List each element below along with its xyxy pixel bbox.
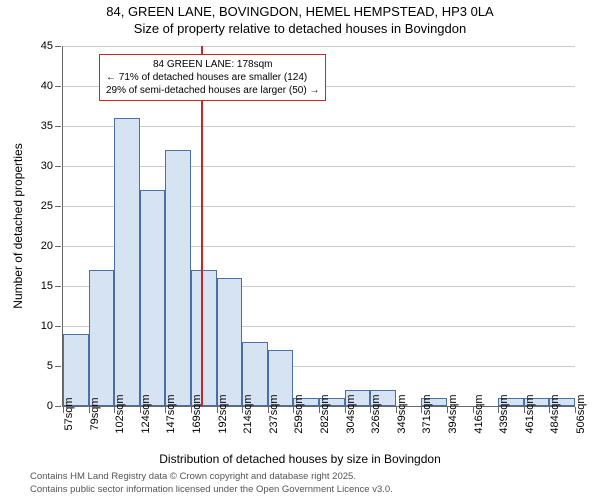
x-axis-label: Distribution of detached houses by size …	[0, 452, 600, 466]
chart-footer: Contains HM Land Registry data © Crown c…	[30, 471, 393, 496]
gridline	[63, 126, 575, 127]
histogram-bar	[165, 150, 191, 406]
plot-area: 05101520253035404557sqm79sqm102sqm124sqm…	[62, 46, 575, 407]
x-tick-label: 326sqm	[370, 394, 382, 433]
histogram-bar	[114, 118, 140, 406]
x-tick-label: 237sqm	[268, 394, 280, 433]
histogram-bar	[191, 270, 217, 406]
gridline	[63, 166, 575, 167]
x-tick-label: 506sqm	[575, 394, 587, 433]
x-tick-label: 214sqm	[242, 394, 254, 433]
x-tick-label: 282sqm	[319, 394, 331, 433]
y-tick	[55, 366, 61, 367]
x-tick-label: 102sqm	[114, 394, 126, 433]
y-tick-label: 40	[41, 80, 53, 92]
y-tick-label: 10	[41, 320, 53, 332]
y-tick	[55, 206, 61, 207]
x-tick-label: 439sqm	[498, 394, 510, 433]
x-tick-label: 416sqm	[473, 394, 485, 433]
y-tick-label: 25	[41, 200, 53, 212]
x-tick-label: 57sqm	[63, 397, 75, 430]
histogram-bar	[217, 278, 243, 406]
annotation-line-3: 29% of semi-detached houses are larger (…	[106, 84, 319, 97]
annotation-box: 84 GREEN LANE: 178sqm ← 71% of detached …	[99, 54, 326, 101]
footer-line-1: Contains HM Land Registry data © Crown c…	[30, 471, 393, 483]
y-tick	[55, 166, 61, 167]
y-tick-label: 30	[41, 160, 53, 172]
chart-titles: 84, GREEN LANE, BOVINGDON, HEMEL HEMPSTE…	[0, 4, 600, 38]
y-tick	[55, 86, 61, 87]
y-tick	[55, 46, 61, 47]
y-tick	[55, 126, 61, 127]
footer-line-2: Contains public sector information licen…	[30, 484, 393, 496]
y-tick-label: 15	[41, 280, 53, 292]
x-tick-label: 124sqm	[140, 394, 152, 433]
x-tick-label: 349sqm	[396, 394, 408, 433]
x-tick-label: 147sqm	[165, 394, 177, 433]
y-tick	[55, 326, 61, 327]
histogram-bar	[63, 334, 89, 406]
y-tick-label: 20	[41, 240, 53, 252]
x-tick-label: 394sqm	[447, 394, 459, 433]
histogram-chart: 84, GREEN LANE, BOVINGDON, HEMEL HEMPSTE…	[0, 0, 600, 500]
y-tick	[55, 246, 61, 247]
annotation-line-2: ← 71% of detached houses are smaller (12…	[106, 71, 319, 84]
histogram-bar	[89, 270, 115, 406]
y-axis-label: Number of detached properties	[11, 143, 25, 308]
x-tick-label: 484sqm	[549, 394, 561, 433]
x-tick-label: 304sqm	[345, 394, 357, 433]
y-tick	[55, 286, 61, 287]
histogram-bar	[140, 190, 166, 406]
x-tick-label: 259sqm	[293, 394, 305, 433]
title-line-1: 84, GREEN LANE, BOVINGDON, HEMEL HEMPSTE…	[0, 4, 600, 21]
annotation-line-1: 84 GREEN LANE: 178sqm	[106, 58, 319, 71]
title-line-2: Size of property relative to detached ho…	[0, 21, 600, 38]
gridline	[63, 46, 575, 47]
x-tick-label: 371sqm	[421, 394, 433, 433]
y-tick-label: 35	[41, 120, 53, 132]
x-tick-label: 461sqm	[524, 394, 536, 433]
x-tick-label: 79sqm	[89, 397, 101, 430]
x-tick-label: 192sqm	[217, 394, 229, 433]
y-tick-label: 0	[47, 400, 53, 412]
y-tick	[55, 406, 61, 407]
y-tick-label: 5	[47, 360, 53, 372]
y-tick-label: 45	[41, 40, 53, 52]
